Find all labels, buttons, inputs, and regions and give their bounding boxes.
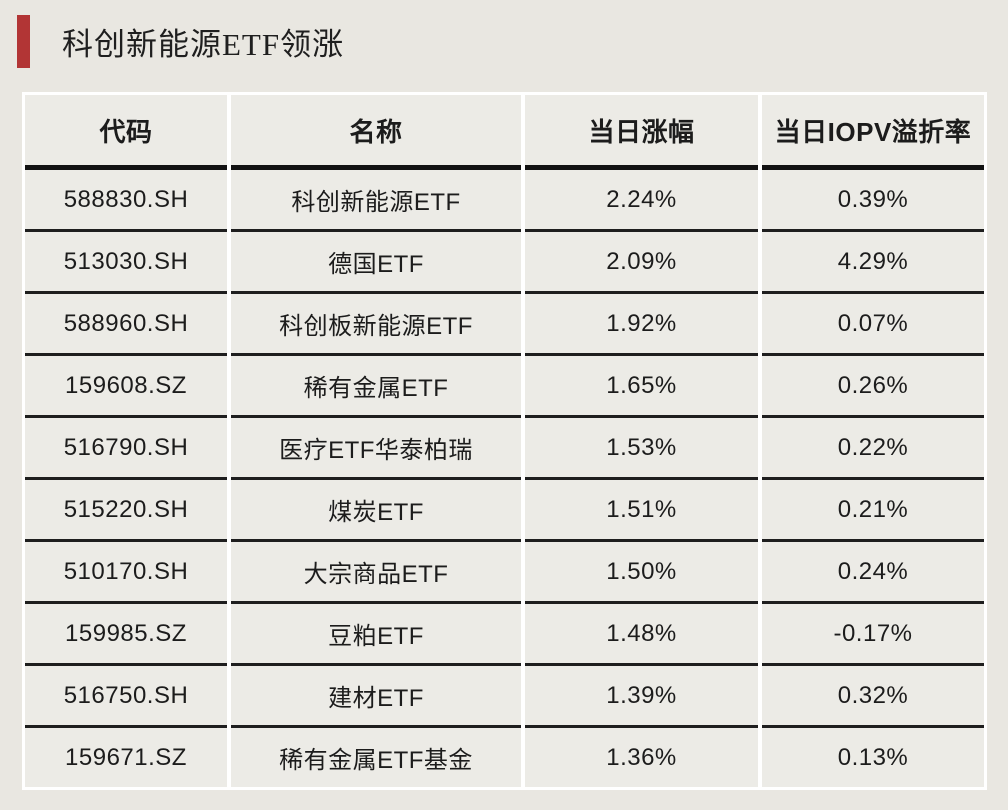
- table-row: 515220.SH 煤炭ETF 1.51% 0.21%: [25, 480, 984, 542]
- column-header-iopv-premium: 当日IOPV溢折率: [762, 95, 984, 170]
- cell-name: 科创板新能源ETF: [231, 294, 521, 356]
- table-row: 516750.SH 建材ETF 1.39% 0.32%: [25, 666, 984, 728]
- cell-daily-gain: 2.09%: [525, 232, 758, 294]
- cell-name: 医疗ETF华泰柏瑞: [231, 418, 521, 480]
- cell-name: 大宗商品ETF: [231, 542, 521, 604]
- table-row: 513030.SH 德国ETF 2.09% 4.29%: [25, 232, 984, 294]
- cell-iopv-premium: 0.32%: [762, 666, 984, 728]
- cell-code: 588830.SH: [25, 170, 227, 232]
- cell-daily-gain: 1.48%: [525, 604, 758, 666]
- cell-code: 510170.SH: [25, 542, 227, 604]
- table-row: 516790.SH 医疗ETF华泰柏瑞 1.53% 0.22%: [25, 418, 984, 480]
- cell-code: 159985.SZ: [25, 604, 227, 666]
- cell-iopv-premium: 4.29%: [762, 232, 984, 294]
- cell-code: 516750.SH: [25, 666, 227, 728]
- table-row: 588960.SH 科创板新能源ETF 1.92% 0.07%: [25, 294, 984, 356]
- cell-name: 德国ETF: [231, 232, 521, 294]
- table-row: 159608.SZ 稀有金属ETF 1.65% 0.26%: [25, 356, 984, 418]
- cell-name: 豆粕ETF: [231, 604, 521, 666]
- cell-daily-gain: 1.92%: [525, 294, 758, 356]
- etf-gains-table: 代码 名称 当日涨幅 当日IOPV溢折率 588830.SH 科创新能源ETF …: [22, 92, 987, 790]
- cell-code: 159671.SZ: [25, 728, 227, 787]
- column-header-daily-gain: 当日涨幅: [525, 95, 758, 170]
- table-row: 159671.SZ 稀有金属ETF基金 1.36% 0.13%: [25, 728, 984, 787]
- red-accent-bar: [17, 15, 30, 68]
- column-header-name: 名称: [231, 95, 521, 170]
- cell-daily-gain: 2.24%: [525, 170, 758, 232]
- cell-daily-gain: 1.51%: [525, 480, 758, 542]
- cell-name: 稀有金属ETF: [231, 356, 521, 418]
- cell-iopv-premium: 0.07%: [762, 294, 984, 356]
- cell-daily-gain: 1.53%: [525, 418, 758, 480]
- cell-code: 516790.SH: [25, 418, 227, 480]
- cell-code: 515220.SH: [25, 480, 227, 542]
- cell-daily-gain: 1.65%: [525, 356, 758, 418]
- table-header-row: 代码 名称 当日涨幅 当日IOPV溢折率: [25, 95, 984, 170]
- cell-name: 建材ETF: [231, 666, 521, 728]
- cell-daily-gain: 1.36%: [525, 728, 758, 787]
- cell-iopv-premium: 0.13%: [762, 728, 984, 787]
- table-body: 588830.SH 科创新能源ETF 2.24% 0.39% 513030.SH…: [25, 170, 984, 787]
- cell-iopv-premium: 0.26%: [762, 356, 984, 418]
- cell-code: 588960.SH: [25, 294, 227, 356]
- section-title-block: 科创新能源ETF领涨: [17, 15, 1008, 68]
- cell-code: 513030.SH: [25, 232, 227, 294]
- table-row: 588830.SH 科创新能源ETF 2.24% 0.39%: [25, 170, 984, 232]
- table-row: 510170.SH 大宗商品ETF 1.50% 0.24%: [25, 542, 984, 604]
- column-header-code: 代码: [25, 95, 227, 170]
- table-row: 159985.SZ 豆粕ETF 1.48% -0.17%: [25, 604, 984, 666]
- cell-daily-gain: 1.39%: [525, 666, 758, 728]
- cell-iopv-premium: 0.21%: [762, 480, 984, 542]
- cell-iopv-premium: 0.39%: [762, 170, 984, 232]
- cell-iopv-premium: 0.22%: [762, 418, 984, 480]
- cell-iopv-premium: 0.24%: [762, 542, 984, 604]
- cell-code: 159608.SZ: [25, 356, 227, 418]
- page-title: 科创新能源ETF领涨: [62, 27, 345, 62]
- cell-iopv-premium: -0.17%: [762, 604, 984, 666]
- cell-name: 煤炭ETF: [231, 480, 521, 542]
- cell-daily-gain: 1.50%: [525, 542, 758, 604]
- cell-name: 科创新能源ETF: [231, 170, 521, 232]
- cell-name: 稀有金属ETF基金: [231, 728, 521, 787]
